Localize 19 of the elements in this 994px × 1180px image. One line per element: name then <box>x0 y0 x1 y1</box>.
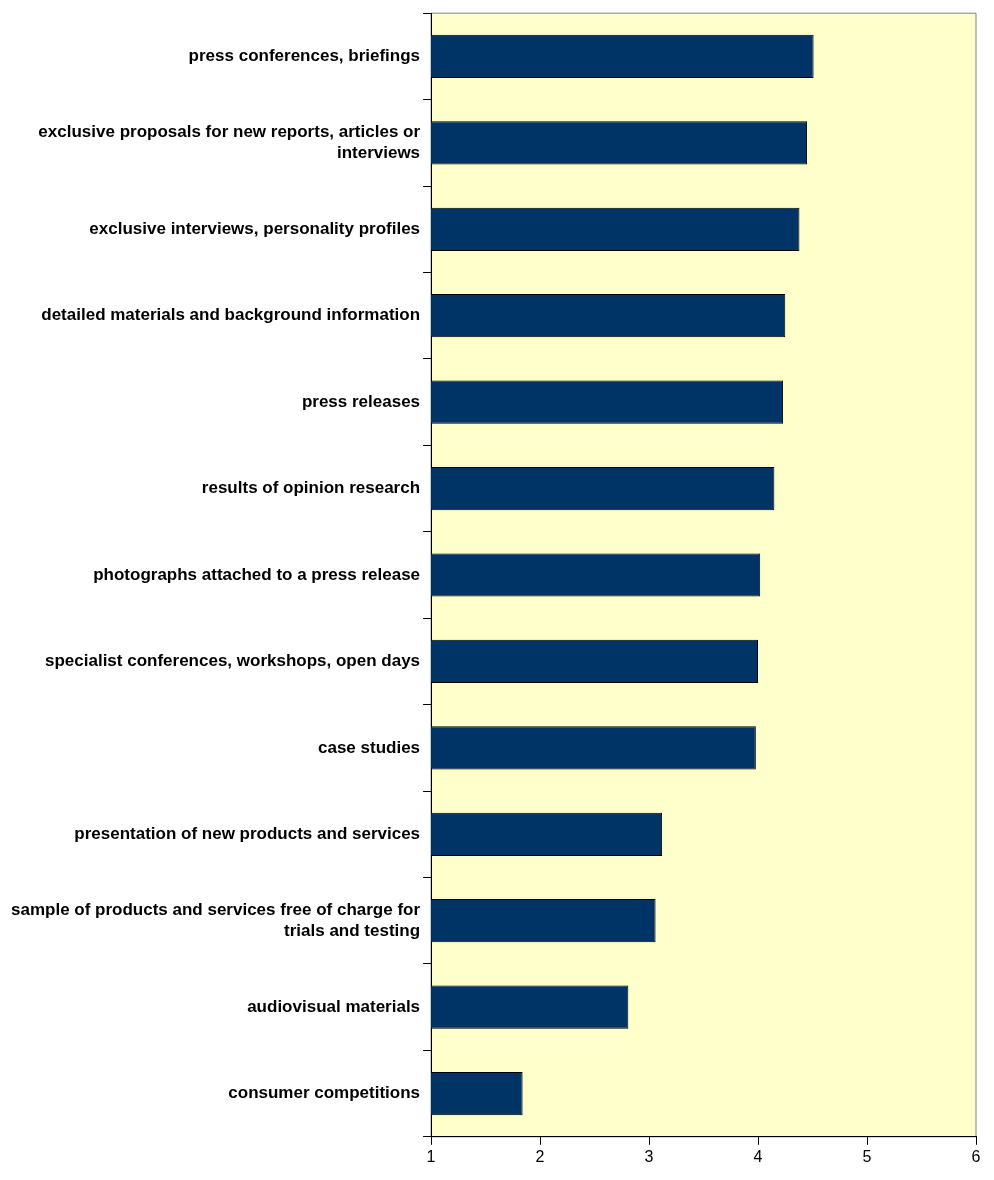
y-tick-label: specialist conferences, workshops, open days <box>44 651 421 671</box>
y-tick-label: results of opinion research <box>201 478 421 498</box>
x-tick-label: 5 <box>862 1147 872 1165</box>
x-tick-label: 2 <box>535 1147 545 1165</box>
y-tick-label: audiovisual materials <box>247 996 421 1016</box>
y-tick-label: press releases <box>301 391 421 411</box>
y-tick-label: presentation of new products and services <box>74 823 421 843</box>
y-tick-label: exclusive interviews, personality profiles <box>89 218 421 238</box>
x-tick-label: 4 <box>753 1147 763 1165</box>
y-tick-label: exclusive proposals for new reports, articles or interviews <box>38 122 421 162</box>
y-tick-label: press conferences, briefings <box>188 46 421 66</box>
y-tick-label: case studies <box>318 737 421 757</box>
x-tick-label: 1 <box>426 1147 436 1165</box>
x-tick-label: 3 <box>644 1147 654 1165</box>
y-tick-label: consumer competitions <box>228 1083 421 1103</box>
y-tick-label: detailed materials and background information <box>41 305 421 325</box>
x-tick-label: 6 <box>971 1147 981 1165</box>
y-tick-label: photographs attached to a press release <box>93 564 421 584</box>
y-tick-label: sample of products and services free of charge for trials and testing <box>10 900 421 940</box>
